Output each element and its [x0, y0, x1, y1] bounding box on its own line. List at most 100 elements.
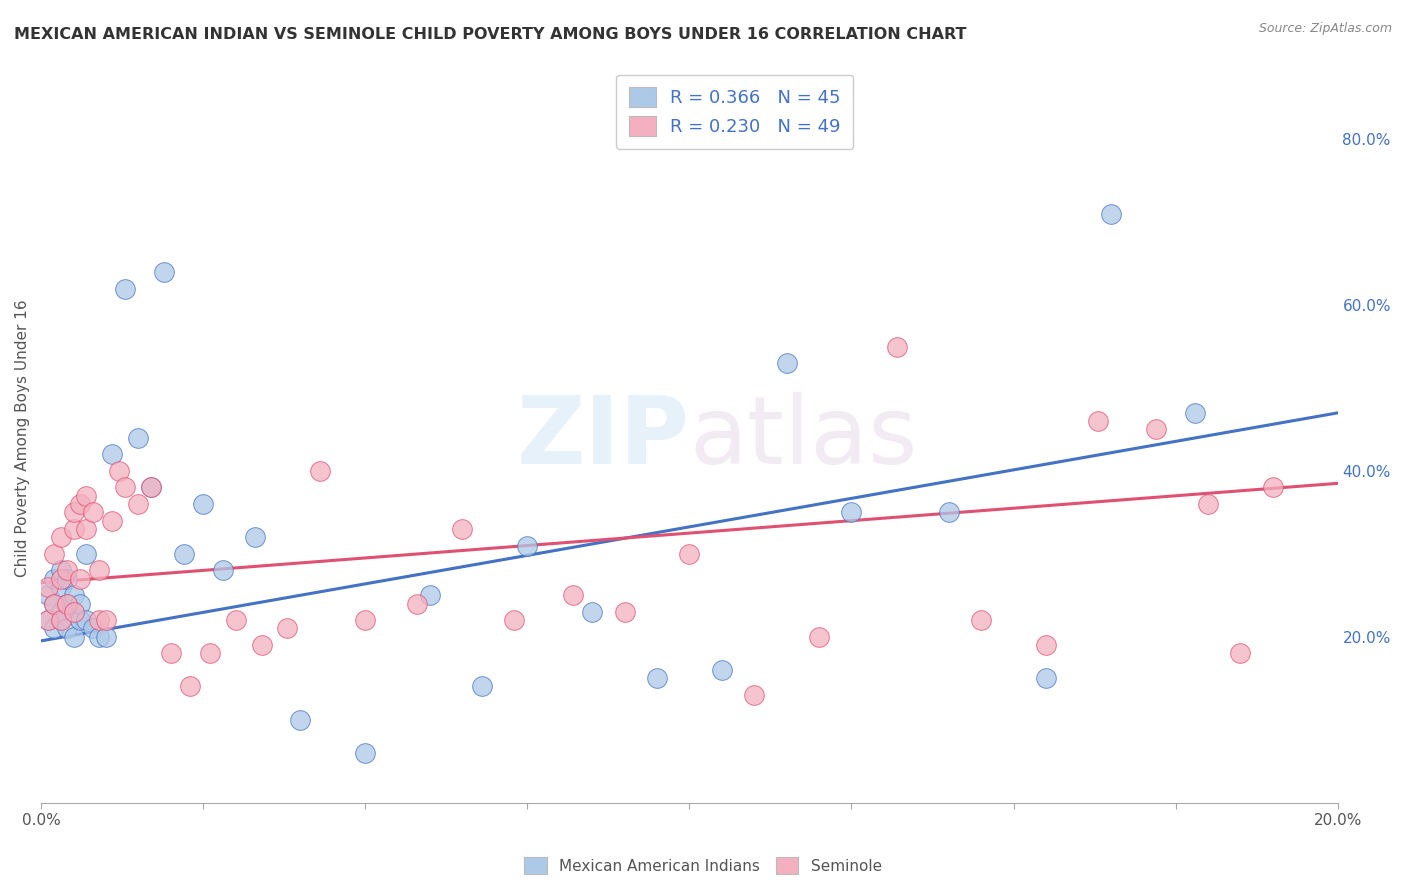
Point	[56, 597, 79, 611]
Point	[886, 340, 908, 354]
Point	[56, 563, 79, 577]
Point	[62, 630, 84, 644]
Point	[114, 481, 136, 495]
Y-axis label: Child Poverty Among Boys Under 16: Child Poverty Among Boys Under 16	[15, 299, 30, 576]
Point	[141, 481, 163, 495]
Text: ZIP: ZIP	[516, 392, 689, 483]
Point	[82, 505, 104, 519]
Point	[1035, 671, 1057, 685]
Legend: Mexican American Indians, Seminole: Mexican American Indians, Seminole	[519, 851, 887, 880]
Point	[419, 588, 441, 602]
Point	[76, 489, 98, 503]
Point	[62, 588, 84, 602]
Point	[42, 597, 65, 611]
Point	[211, 563, 233, 577]
Point	[243, 530, 266, 544]
Point	[69, 572, 91, 586]
Point	[76, 522, 98, 536]
Legend: R = 0.366   N = 45, R = 0.230   N = 49: R = 0.366 N = 45, R = 0.230 N = 49	[616, 75, 853, 149]
Point	[76, 547, 98, 561]
Point	[678, 547, 700, 561]
Point	[153, 265, 176, 279]
Point	[42, 597, 65, 611]
Point	[49, 605, 72, 619]
Point	[173, 547, 195, 561]
Point	[89, 563, 111, 577]
Point	[76, 613, 98, 627]
Point	[1229, 646, 1251, 660]
Point	[808, 630, 831, 644]
Point	[613, 605, 636, 619]
Point	[127, 497, 149, 511]
Point	[742, 688, 765, 702]
Point	[114, 281, 136, 295]
Point	[179, 680, 201, 694]
Point	[62, 605, 84, 619]
Point	[89, 613, 111, 627]
Text: MEXICAN AMERICAN INDIAN VS SEMINOLE CHILD POVERTY AMONG BOYS UNDER 16 CORRELATIO: MEXICAN AMERICAN INDIAN VS SEMINOLE CHIL…	[14, 27, 966, 42]
Point	[69, 613, 91, 627]
Point	[82, 622, 104, 636]
Point	[225, 613, 247, 627]
Point	[56, 572, 79, 586]
Point	[775, 356, 797, 370]
Point	[62, 505, 84, 519]
Point	[841, 505, 863, 519]
Point	[290, 713, 312, 727]
Point	[471, 680, 494, 694]
Point	[159, 646, 181, 660]
Point	[308, 464, 330, 478]
Point	[42, 622, 65, 636]
Point	[37, 613, 59, 627]
Text: Source: ZipAtlas.com: Source: ZipAtlas.com	[1258, 22, 1392, 36]
Point	[42, 547, 65, 561]
Point	[354, 746, 377, 760]
Point	[970, 613, 993, 627]
Point	[127, 431, 149, 445]
Point	[49, 613, 72, 627]
Point	[37, 613, 59, 627]
Point	[62, 605, 84, 619]
Point	[1184, 406, 1206, 420]
Point	[37, 588, 59, 602]
Point	[62, 522, 84, 536]
Point	[503, 613, 526, 627]
Point	[56, 597, 79, 611]
Point	[1261, 481, 1284, 495]
Point	[101, 514, 124, 528]
Point	[1035, 638, 1057, 652]
Point	[89, 630, 111, 644]
Point	[69, 597, 91, 611]
Point	[37, 580, 59, 594]
Point	[49, 563, 72, 577]
Point	[49, 613, 72, 627]
Point	[645, 671, 668, 685]
Point	[49, 580, 72, 594]
Point	[56, 622, 79, 636]
Point	[198, 646, 221, 660]
Point	[69, 497, 91, 511]
Point	[276, 622, 298, 636]
Point	[141, 481, 163, 495]
Text: atlas: atlas	[689, 392, 918, 483]
Point	[354, 613, 377, 627]
Point	[1144, 422, 1167, 436]
Point	[938, 505, 960, 519]
Point	[1197, 497, 1219, 511]
Point	[42, 572, 65, 586]
Point	[250, 638, 273, 652]
Point	[561, 588, 583, 602]
Point	[710, 663, 733, 677]
Point	[406, 597, 429, 611]
Point	[1099, 207, 1122, 221]
Point	[193, 497, 215, 511]
Point	[108, 464, 131, 478]
Point	[49, 530, 72, 544]
Point	[516, 539, 538, 553]
Point	[1087, 414, 1109, 428]
Point	[49, 572, 72, 586]
Point	[101, 447, 124, 461]
Point	[94, 630, 117, 644]
Point	[94, 613, 117, 627]
Point	[581, 605, 603, 619]
